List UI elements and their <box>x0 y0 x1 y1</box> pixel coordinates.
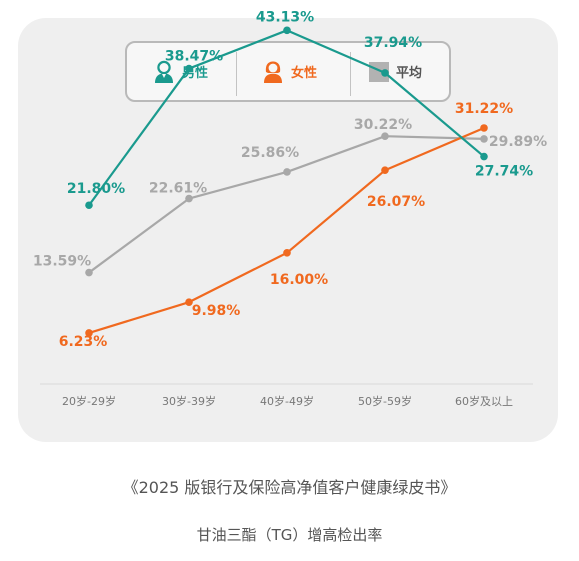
data-label: 26.07% <box>367 194 425 210</box>
data-point <box>381 166 389 175</box>
legend-label-female: 女性 <box>291 66 318 81</box>
data-point <box>185 194 193 203</box>
chart-series: 13.59% 22.61% 25.86% 30.22% 29.89% 6.23% 9.98%… <box>33 9 547 350</box>
data-point <box>283 249 291 257</box>
x-axis-tick-labels: 20岁-29岁 30岁-39岁 40岁-49岁 50岁-59岁 60岁及以上 <box>62 394 513 408</box>
data-point <box>381 69 389 77</box>
legend-divider <box>236 52 237 96</box>
x-tick-label: 40岁-49岁 <box>260 394 314 408</box>
data-point <box>480 152 488 161</box>
series-line <box>88 29 485 206</box>
data-point <box>283 26 291 35</box>
data-point <box>480 135 488 143</box>
data-point <box>85 268 93 277</box>
chart-legend: 男性 女性 平均 <box>125 41 451 102</box>
data-label: 9.98% <box>192 303 241 319</box>
data-label: 22.61% <box>149 181 207 197</box>
source-caption: 《2025 版银行及保险高净值客户健康绿皮书》 <box>122 478 457 497</box>
legend-item-female: 女性 <box>262 43 317 100</box>
data-label: 6.23% <box>59 334 108 350</box>
data-point <box>85 329 93 337</box>
data-label: 30.22% <box>354 117 412 133</box>
data-label: 13.59% <box>33 254 91 270</box>
data-point <box>283 168 291 176</box>
data-label: 16.00% <box>270 272 328 288</box>
x-tick-label: 50岁-59岁 <box>358 394 412 408</box>
data-point <box>381 132 389 140</box>
data-label: 37.94% <box>364 35 422 51</box>
data-point <box>480 124 488 132</box>
data-label: 38.47% <box>165 49 223 65</box>
legend-divider <box>350 52 351 96</box>
data-label: 27.74% <box>475 164 533 180</box>
x-tick-label: 30岁-39岁 <box>162 394 216 408</box>
data-label: 21.80% <box>67 181 125 197</box>
data-point <box>185 64 193 73</box>
x-tick-label: 20岁-29岁 <box>62 394 116 408</box>
data-label: 43.13% <box>256 9 314 25</box>
data-point <box>85 201 93 210</box>
chart-subtitle: 甘油三酯（TG）增高检出率 <box>196 526 383 544</box>
data-label: 29.89% <box>489 134 547 150</box>
data-label: 31.22% <box>455 101 513 117</box>
data-label: 25.86% <box>241 145 299 161</box>
legend-label-average: 平均 <box>396 66 423 81</box>
data-point <box>185 298 193 306</box>
x-tick-label: 60岁及以上 <box>455 394 513 408</box>
female-user-icon <box>264 61 282 83</box>
male-user-icon <box>155 60 173 83</box>
